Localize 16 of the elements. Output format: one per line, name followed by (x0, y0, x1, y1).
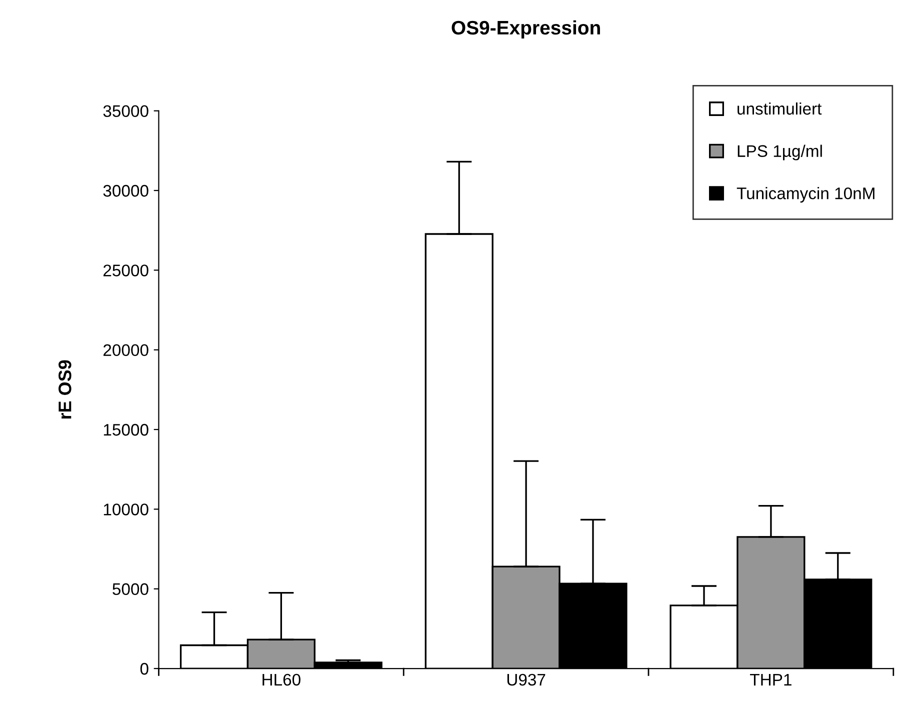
y-tick-label: 30000 (103, 184, 148, 197)
y-tick-label: 5000 (112, 583, 148, 596)
y-tick-label: 0 (140, 662, 148, 675)
legend-label: Tunicamycin 10nM (736, 187, 874, 203)
y-tick-label: 10000 (104, 504, 148, 516)
legend-label: LPS 1µg/ml (738, 144, 822, 160)
y-tick-label: 25000 (104, 264, 148, 276)
y-tick-label: 35000 (103, 105, 148, 118)
y-tick-label: 15000 (104, 424, 148, 436)
y-axis-title: rE OS9 (58, 360, 72, 419)
y-tick-label: 20000 (104, 344, 148, 356)
legend-label: unstimuliert (738, 102, 822, 115)
x-tick-label: U937 (507, 674, 546, 686)
x-tick-label: HL60 (262, 674, 300, 686)
x-tick-label: THP1 (750, 674, 792, 686)
chart-title: OS9-Expression (452, 20, 600, 38)
